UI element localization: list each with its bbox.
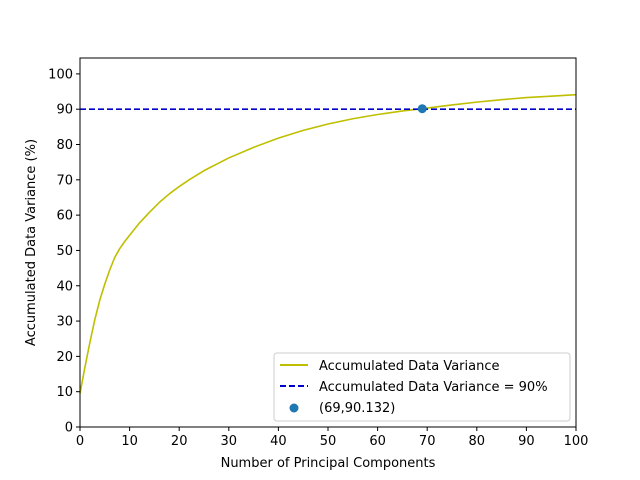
legend: Accumulated Data Variance Accumulated Da… — [273, 352, 571, 422]
legend-label-threshold: Accumulated Data Variance = 90% — [319, 380, 548, 395]
y-tick-label: 40 — [56, 279, 73, 294]
y-tick-label: 30 — [56, 315, 73, 330]
y-tick-label: 60 — [56, 209, 73, 224]
x-tick-label: 70 — [419, 434, 436, 449]
y-tick-label: 20 — [56, 350, 73, 365]
legend-label-variance: Accumulated Data Variance — [319, 359, 500, 374]
x-tick-label: 100 — [564, 434, 589, 449]
y-tick-label: 100 — [48, 67, 73, 82]
x-axis: 0 10 20 30 40 50 60 70 80 90 100 — [76, 427, 589, 449]
plot-area — [79, 93, 577, 394]
x-tick-label: 80 — [469, 434, 486, 449]
x-tick-label: 30 — [221, 434, 238, 449]
x-tick-label: 10 — [121, 434, 138, 449]
legend-label-point: (69,90.132) — [319, 401, 395, 416]
x-axis-label: Number of Principal Components — [221, 456, 436, 471]
x-tick-label: 40 — [270, 434, 287, 449]
y-tick-label: 70 — [56, 173, 73, 188]
y-axis-label: Accumulated Data Variance (%) — [24, 139, 39, 346]
y-tick-label: 0 — [65, 421, 73, 436]
legend-box — [273, 352, 571, 422]
highlight-point — [417, 104, 427, 114]
y-tick-label: 90 — [56, 103, 73, 118]
x-tick-label: 60 — [369, 434, 386, 449]
y-axis: 0 10 20 30 40 50 60 70 80 90 100 — [48, 67, 80, 436]
x-tick-label: 20 — [171, 434, 188, 449]
y-tick-label: 50 — [56, 244, 73, 259]
variance-curve-line — [79, 93, 577, 394]
x-tick-label: 90 — [518, 434, 535, 449]
legend-swatch-point — [289, 403, 299, 413]
x-tick-label: 0 — [76, 434, 84, 449]
y-tick-label: 80 — [56, 138, 73, 153]
y-tick-label: 10 — [56, 385, 73, 400]
x-tick-label: 50 — [320, 434, 337, 449]
